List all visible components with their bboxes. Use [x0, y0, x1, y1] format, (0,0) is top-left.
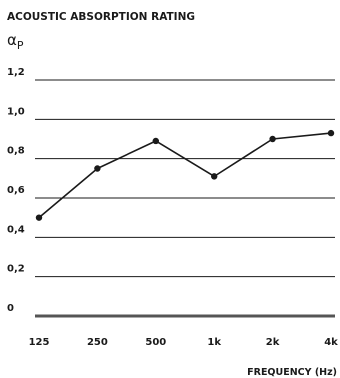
y-tick-label: 0,6	[7, 185, 25, 196]
y-axis-symbol-subscript: P	[17, 39, 24, 52]
data-point	[94, 165, 101, 172]
y-tick-label: 0,4	[7, 224, 25, 235]
series-line	[38, 132, 332, 219]
x-tick-label: 1k	[207, 337, 221, 348]
x-tick-labels: 125 250 500 1k 2k 4k	[29, 337, 339, 348]
y-axis-symbol-alpha: α	[7, 31, 17, 49]
data-point	[211, 173, 218, 180]
y-tick-label: 0,2	[7, 264, 25, 275]
data-point	[152, 137, 159, 145]
data-point	[269, 135, 276, 143]
data-point	[327, 129, 335, 137]
y-tick-label: 1,2	[7, 67, 25, 78]
y-tick-label: 1,0	[7, 106, 25, 117]
x-tick-label: 125	[29, 337, 50, 348]
y-tick-label: 0,8	[7, 146, 25, 157]
chart-title: ACOUSTIC ABSORPTION RATING	[7, 11, 195, 23]
x-tick-label: 250	[87, 337, 108, 348]
data-point	[35, 214, 43, 221]
x-tick-label: 500	[145, 337, 166, 348]
x-tick-label: 4k	[324, 337, 338, 348]
y-axis-symbol: αP	[7, 31, 24, 52]
x-tick-label: 2k	[266, 337, 280, 348]
x-axis-label: FREQUENCY (Hz)	[247, 367, 337, 378]
y-tick-label: 0	[7, 303, 14, 314]
grid-lines	[35, 79, 335, 318]
series-absorption	[35, 129, 335, 221]
y-tick-labels: 0 0,2 0,4 0,6 0,8 1,0 1,2	[7, 67, 25, 314]
